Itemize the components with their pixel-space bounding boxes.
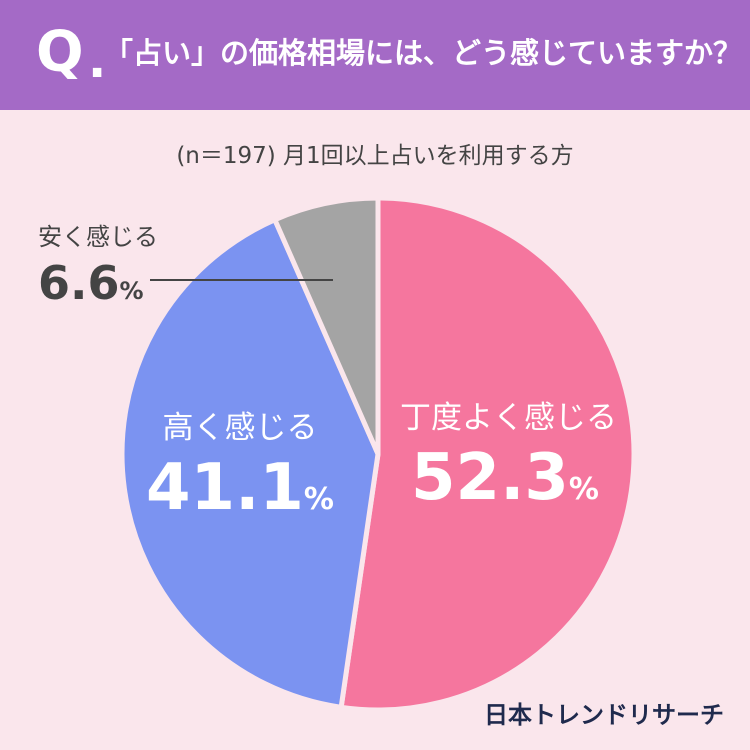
slice-label-fair: 丁度よく感じる 52.3%	[400, 398, 617, 518]
slice-value-cheap: 6.6	[38, 256, 120, 310]
pie-slice-high	[119, 217, 381, 710]
slice-label-cheap: 安く感じる 6.6%	[38, 222, 178, 314]
slice-value-high: 41.1	[146, 451, 304, 525]
slice-value-fair: 52.3	[411, 441, 569, 515]
question-text: 「占い」の価格相場には、どう感じていますか？	[104, 36, 743, 70]
slice-unit-fair: %	[568, 472, 599, 507]
slice-category-fair: 丁度よく感じる	[400, 400, 617, 436]
slice-label-high: 高く感じる 41.1%	[140, 408, 340, 528]
q-letter: Q	[36, 20, 84, 85]
sample-subtitle: (n＝197) 月1回以上占いを利用する方	[176, 143, 574, 169]
slice-category-high: 高く感じる	[162, 410, 318, 446]
pie-slice-cheap	[272, 195, 381, 457]
slice-unit-high: %	[303, 482, 334, 517]
pie-slices	[119, 195, 637, 713]
q-dot: .	[88, 33, 107, 89]
question-header: Q . 「占い」の価格相場には、どう感じていますか？	[0, 0, 750, 110]
pie-slice-fair	[338, 195, 637, 713]
slice-unit-cheap: %	[119, 277, 144, 305]
brand-logo: 日本トレンドリサーチ	[484, 701, 724, 729]
slice-category-cheap: 安く感じる	[38, 223, 158, 251]
